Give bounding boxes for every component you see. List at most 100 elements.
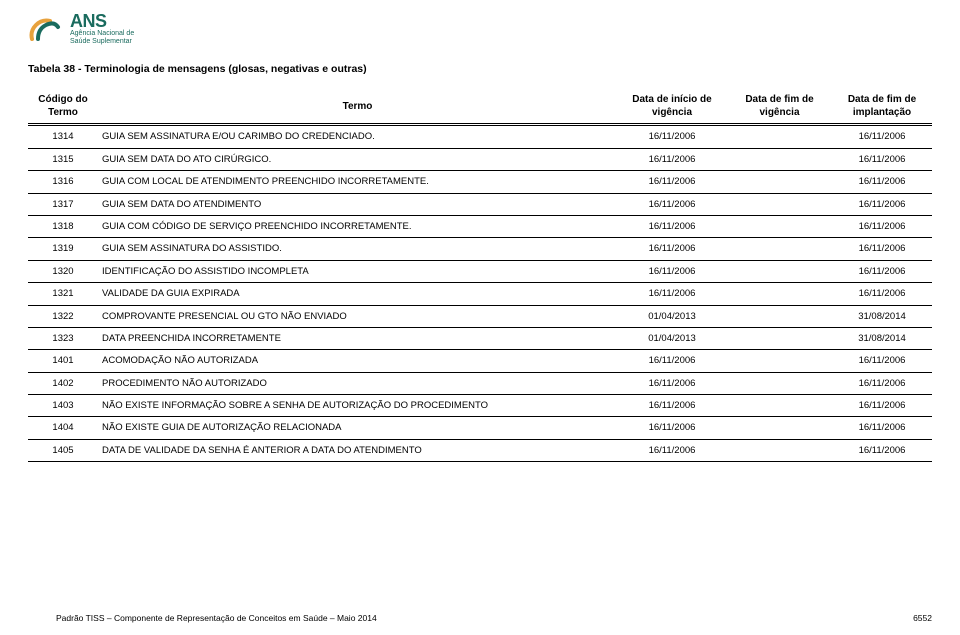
cell-start: 16/11/2006 <box>617 215 727 237</box>
cell-code: 1405 <box>28 439 98 461</box>
cell-end <box>727 417 832 439</box>
cell-code: 1317 <box>28 193 98 215</box>
cell-start: 16/11/2006 <box>617 171 727 193</box>
cell-end <box>727 305 832 327</box>
footer-left: Padrão TISS – Componente de Representaçã… <box>56 613 377 623</box>
table-row: 1318GUIA COM CÓDIGO DE SERVIÇO PREENCHID… <box>28 215 932 237</box>
cell-start: 16/11/2006 <box>617 148 727 170</box>
cell-impl: 16/11/2006 <box>832 238 932 260</box>
cell-start: 01/04/2013 <box>617 305 727 327</box>
table-row: 1402PROCEDIMENTO NÃO AUTORIZADO16/11/200… <box>28 372 932 394</box>
col-header-code: Código do Termo <box>28 89 98 125</box>
logo-abbr: ANS <box>70 12 134 30</box>
cell-start: 16/11/2006 <box>617 395 727 417</box>
cell-term: VALIDADE DA GUIA EXPIRADA <box>98 283 617 305</box>
terminology-table: Código do Termo Termo Data de início de … <box>28 89 932 462</box>
cell-impl: 16/11/2006 <box>832 125 932 148</box>
table-row: 1314GUIA SEM ASSINATURA E/OU CARIMBO DO … <box>28 125 932 148</box>
table-row: 1315GUIA SEM DATA DO ATO CIRÚRGICO.16/11… <box>28 148 932 170</box>
cell-impl: 16/11/2006 <box>832 260 932 282</box>
cell-end <box>727 260 832 282</box>
cell-end <box>727 125 832 148</box>
cell-end <box>727 350 832 372</box>
logo-line2: Saúde Suplementar <box>70 38 134 46</box>
logo-text: ANS Agência Nacional de Saúde Suplementa… <box>70 12 134 45</box>
cell-start: 16/11/2006 <box>617 417 727 439</box>
table-header-row: Código do Termo Termo Data de início de … <box>28 89 932 125</box>
cell-end <box>727 439 832 461</box>
cell-term: NÃO EXISTE INFORMAÇÃO SOBRE A SENHA DE A… <box>98 395 617 417</box>
cell-code: 1318 <box>28 215 98 237</box>
cell-term: GUIA COM LOCAL DE ATENDIMENTO PREENCHIDO… <box>98 171 617 193</box>
cell-code: 1322 <box>28 305 98 327</box>
table-row: 1405DATA DE VALIDADE DA SENHA É ANTERIOR… <box>28 439 932 461</box>
cell-impl: 16/11/2006 <box>832 350 932 372</box>
logo-line1: Agência Nacional de <box>70 30 134 38</box>
table-row: 1323DATA PREENCHIDA INCORRETAMENTE01/04/… <box>28 327 932 349</box>
footer: Padrão TISS – Componente de Representaçã… <box>56 613 932 623</box>
cell-impl: 31/08/2014 <box>832 327 932 349</box>
cell-start: 16/11/2006 <box>617 238 727 260</box>
cell-impl: 16/11/2006 <box>832 171 932 193</box>
cell-term: GUIA SEM ASSINATURA E/OU CARIMBO DO CRED… <box>98 125 617 148</box>
cell-term: GUIA COM CÓDIGO DE SERVIÇO PREENCHIDO IN… <box>98 215 617 237</box>
cell-impl: 16/11/2006 <box>832 283 932 305</box>
cell-end <box>727 215 832 237</box>
footer-right: 6552 <box>913 613 932 623</box>
cell-term: NÃO EXISTE GUIA DE AUTORIZAÇÃO RELACIONA… <box>98 417 617 439</box>
cell-impl: 16/11/2006 <box>832 439 932 461</box>
cell-code: 1401 <box>28 350 98 372</box>
cell-term: GUIA SEM DATA DO ATENDIMENTO <box>98 193 617 215</box>
table-row: 1403NÃO EXISTE INFORMAÇÃO SOBRE A SENHA … <box>28 395 932 417</box>
cell-term: DATA DE VALIDADE DA SENHA É ANTERIOR A D… <box>98 439 617 461</box>
table-row: 1322COMPROVANTE PRESENCIAL OU GTO NÃO EN… <box>28 305 932 327</box>
cell-start: 16/11/2006 <box>617 372 727 394</box>
cell-impl: 16/11/2006 <box>832 395 932 417</box>
cell-code: 1402 <box>28 372 98 394</box>
logo: ANS Agência Nacional de Saúde Suplementa… <box>28 12 932 45</box>
table-row: 1317GUIA SEM DATA DO ATENDIMENTO16/11/20… <box>28 193 932 215</box>
cell-start: 01/04/2013 <box>617 327 727 349</box>
cell-start: 16/11/2006 <box>617 193 727 215</box>
cell-end <box>727 148 832 170</box>
table-row: 1320IDENTIFICAÇÃO DO ASSISTIDO INCOMPLET… <box>28 260 932 282</box>
cell-start: 16/11/2006 <box>617 283 727 305</box>
col-header-start: Data de início de vigência <box>617 89 727 125</box>
cell-impl: 16/11/2006 <box>832 215 932 237</box>
cell-code: 1315 <box>28 148 98 170</box>
cell-start: 16/11/2006 <box>617 439 727 461</box>
cell-start: 16/11/2006 <box>617 260 727 282</box>
table-row: 1316GUIA COM LOCAL DE ATENDIMENTO PREENC… <box>28 171 932 193</box>
cell-code: 1316 <box>28 171 98 193</box>
cell-code: 1403 <box>28 395 98 417</box>
cell-term: ACOMODAÇÃO NÃO AUTORIZADA <box>98 350 617 372</box>
cell-end <box>727 283 832 305</box>
table-body: 1314GUIA SEM ASSINATURA E/OU CARIMBO DO … <box>28 125 932 462</box>
cell-term: DATA PREENCHIDA INCORRETAMENTE <box>98 327 617 349</box>
cell-term: GUIA SEM ASSINATURA DO ASSISTIDO. <box>98 238 617 260</box>
cell-end <box>727 372 832 394</box>
cell-impl: 16/11/2006 <box>832 148 932 170</box>
logo-mark-icon <box>28 15 64 43</box>
cell-impl: 16/11/2006 <box>832 372 932 394</box>
cell-term: IDENTIFICAÇÃO DO ASSISTIDO INCOMPLETA <box>98 260 617 282</box>
cell-code: 1314 <box>28 125 98 148</box>
page-title: Tabela 38 - Terminologia de mensagens (g… <box>28 63 932 75</box>
cell-code: 1319 <box>28 238 98 260</box>
cell-term: GUIA SEM DATA DO ATO CIRÚRGICO. <box>98 148 617 170</box>
col-header-impl: Data de fim de implantação <box>832 89 932 125</box>
cell-impl: 16/11/2006 <box>832 417 932 439</box>
cell-start: 16/11/2006 <box>617 350 727 372</box>
cell-term: PROCEDIMENTO NÃO AUTORIZADO <box>98 372 617 394</box>
cell-end <box>727 395 832 417</box>
col-header-end: Data de fim de vigência <box>727 89 832 125</box>
cell-impl: 31/08/2014 <box>832 305 932 327</box>
cell-code: 1321 <box>28 283 98 305</box>
cell-end <box>727 171 832 193</box>
cell-end <box>727 238 832 260</box>
cell-end <box>727 327 832 349</box>
cell-term: COMPROVANTE PRESENCIAL OU GTO NÃO ENVIAD… <box>98 305 617 327</box>
col-header-term: Termo <box>98 89 617 125</box>
table-row: 1401ACOMODAÇÃO NÃO AUTORIZADA16/11/20061… <box>28 350 932 372</box>
table-row: 1321VALIDADE DA GUIA EXPIRADA16/11/20061… <box>28 283 932 305</box>
